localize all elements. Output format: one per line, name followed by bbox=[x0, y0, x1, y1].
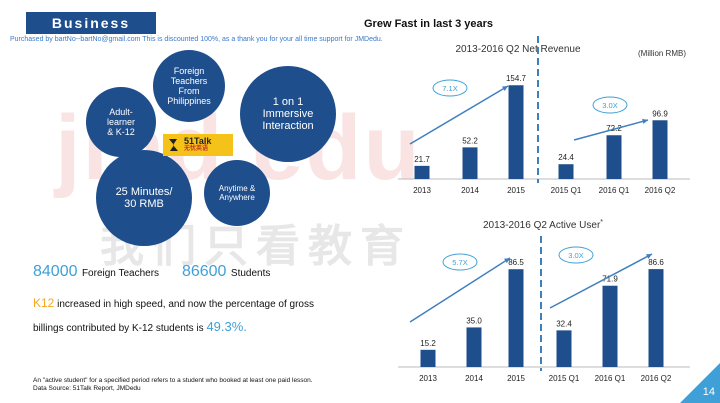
logo-name: 51Talk bbox=[184, 136, 212, 146]
growth-badge bbox=[558, 246, 594, 264]
x-tick-label: 2016 Q1 bbox=[599, 186, 630, 195]
page-number-corner bbox=[680, 363, 720, 403]
x-tick-label: 2015 Q1 bbox=[551, 186, 582, 195]
chart-title: 2013-2016 Q2 Net Revenue bbox=[455, 44, 581, 55]
k12-word: K12 bbox=[33, 296, 55, 310]
bar bbox=[414, 165, 430, 179]
students-label: Students bbox=[230, 268, 271, 279]
bar-value-label: 32.4 bbox=[556, 319, 572, 328]
bar bbox=[466, 327, 482, 367]
growth-arrowhead bbox=[502, 86, 508, 91]
bar-value-label: 21.7 bbox=[414, 155, 430, 164]
x-tick-label: 2013 bbox=[413, 186, 431, 195]
bar-value-label: 86.6 bbox=[648, 258, 664, 267]
page-number: 14 bbox=[702, 386, 715, 398]
bar bbox=[556, 330, 572, 367]
chart-title-mark: * bbox=[600, 219, 603, 226]
x-tick-label: 2016 Q2 bbox=[641, 374, 672, 383]
k12-description: K12 increased in high speed, and now the… bbox=[33, 292, 363, 340]
bar bbox=[606, 135, 622, 179]
51talk-logo: 51Talk 无忧英语 bbox=[163, 134, 233, 156]
purchase-note: Purchased by bartNo--bartNo@gmail.com Th… bbox=[10, 36, 383, 43]
circle-label: Adult- learner & K-12 bbox=[106, 107, 135, 137]
growth-badge bbox=[442, 253, 478, 271]
circle-label: 25 Minutes/ 30 RMB bbox=[115, 186, 173, 210]
growth-badge bbox=[592, 96, 628, 114]
chart-unit-note: (Million RMB) bbox=[638, 49, 686, 58]
circle-anytime: Anytime & Anywhere bbox=[204, 160, 270, 226]
growth-label: 3.0X bbox=[602, 101, 617, 110]
bar-value-label: 71.9 bbox=[602, 275, 618, 284]
bar-value-label: 15.2 bbox=[420, 339, 436, 348]
bar bbox=[508, 269, 524, 367]
growth-arrowhead bbox=[646, 254, 652, 259]
growth-arrow bbox=[573, 119, 649, 141]
bar bbox=[602, 285, 618, 367]
teachers-count: 84000 bbox=[33, 263, 78, 280]
circle-label: Anytime & Anywhere bbox=[218, 184, 256, 202]
page-title: Business Model bbox=[26, 12, 156, 53]
k12-text-1: increased in high speed, and now the per… bbox=[57, 299, 314, 310]
circle-label: 1 on 1 Immersive Interaction bbox=[262, 96, 314, 132]
active-user-chart: 2013-2016 Q2 Active User* 15.2 2013 35.0 201… bbox=[398, 219, 690, 383]
bar bbox=[652, 120, 668, 179]
x-tick-label: 2015 Q1 bbox=[549, 374, 580, 383]
logo-mark-icon bbox=[169, 139, 178, 151]
logo-sub: 无忧英语 bbox=[184, 146, 209, 152]
growth-arrowhead bbox=[504, 258, 510, 264]
k12-percentage: 49.3%. bbox=[206, 319, 247, 334]
bar bbox=[420, 349, 436, 367]
growth-heading: Grew Fast in last 3 years bbox=[364, 18, 494, 30]
x-tick-label: 2014 bbox=[461, 186, 479, 195]
circle-price: 25 Minutes/ 30 RMB bbox=[96, 150, 192, 246]
bar bbox=[648, 269, 664, 367]
growth-arrow bbox=[549, 253, 653, 309]
growth-label: 5.7X bbox=[452, 258, 467, 267]
growth-arrow bbox=[409, 257, 511, 323]
circle-immersive: 1 on 1 Immersive Interaction bbox=[240, 66, 336, 162]
teachers-label: Foreign Teachers bbox=[81, 268, 160, 279]
growth-label: 7.1X bbox=[442, 84, 457, 93]
bar bbox=[508, 85, 524, 179]
growth-badge bbox=[432, 79, 468, 97]
students-count: 86600 bbox=[181, 263, 227, 280]
bar-value-label: 35.0 bbox=[466, 316, 482, 325]
growth-arrow bbox=[409, 85, 509, 145]
growth-arrowhead bbox=[642, 118, 648, 124]
x-tick-label: 2014 bbox=[465, 374, 483, 383]
bar-value-label: 96.9 bbox=[652, 109, 668, 118]
circle-adult-k12: Adult- learner & K-12 bbox=[86, 87, 156, 157]
x-tick-label: 2016 Q2 bbox=[645, 186, 676, 195]
chart-title: 2013-2016 Q2 Active User* bbox=[483, 219, 603, 231]
growth-label: 3.0X bbox=[568, 251, 583, 260]
x-tick-label: 2016 Q1 bbox=[595, 374, 626, 383]
bar bbox=[462, 147, 478, 179]
teacher-student-stats: 84000 Foreign Teachers 86600 Students bbox=[33, 263, 270, 281]
bar-value-label: 86.5 bbox=[508, 258, 524, 267]
circle-foreign-teachers: Foreign Teachers From Philippines bbox=[153, 50, 225, 122]
circle-label: Foreign Teachers From Philippines bbox=[167, 66, 211, 106]
footnote-line-1: An "active student" for a specified peri… bbox=[33, 377, 313, 384]
footnote-line-2: Data Source: 51Talk Report, JMDedu bbox=[33, 385, 141, 392]
x-tick-label: 2015 bbox=[507, 374, 525, 383]
bar-value-label: 24.4 bbox=[558, 153, 574, 162]
footnote: An "active student" for a specified peri… bbox=[33, 377, 313, 393]
bar-value-label: 154.7 bbox=[506, 74, 527, 83]
x-tick-label: 2015 bbox=[507, 186, 525, 195]
x-tick-label: 2013 bbox=[419, 374, 437, 383]
revenue-chart: 2013-2016 Q2 Net Revenue (Million RMB) 21.… bbox=[398, 36, 690, 195]
bar bbox=[558, 164, 574, 179]
k12-text-2: billings contributed by K-12 students is bbox=[33, 323, 204, 334]
bar-value-label: 52.2 bbox=[462, 136, 478, 145]
